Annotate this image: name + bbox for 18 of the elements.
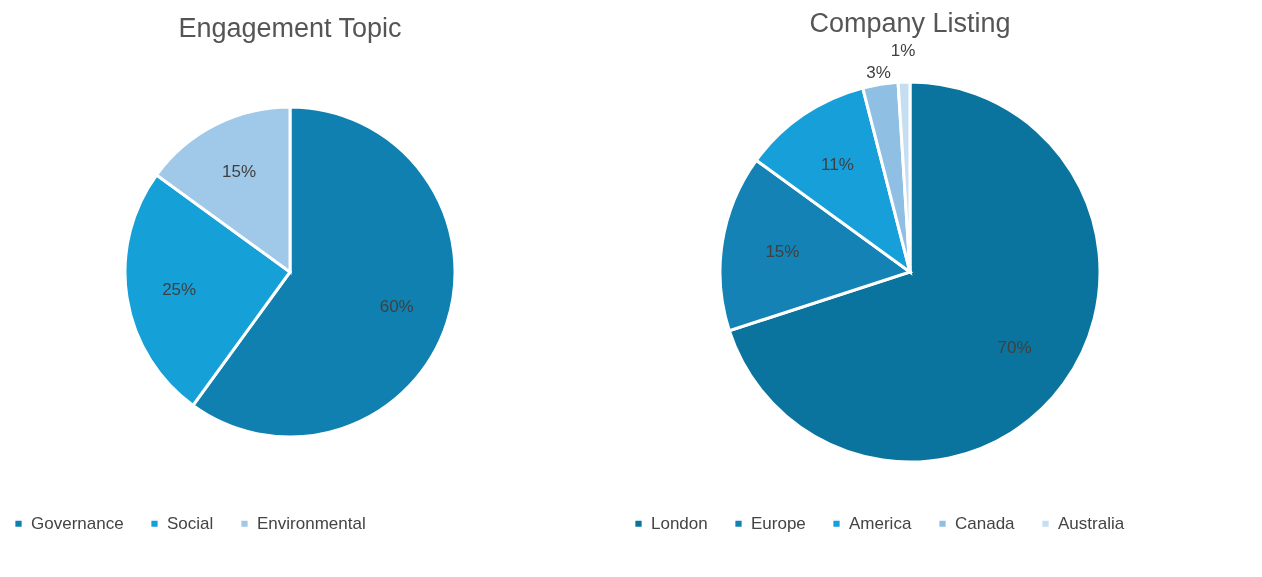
- data-label: 11%: [821, 155, 854, 175]
- data-label: 15%: [222, 162, 257, 182]
- legend-label: Australia: [1058, 513, 1125, 533]
- legend-label: Social: [167, 513, 214, 533]
- data-label: 15%: [765, 241, 800, 261]
- legend-label: Governance: [31, 513, 124, 533]
- data-label: 3%: [866, 63, 891, 83]
- chart-title: Company Listing: [809, 8, 1011, 39]
- legend-label: Europe: [751, 513, 806, 533]
- data-label: 1%: [890, 41, 916, 61]
- chart-title: Engagement Topic: [178, 13, 402, 43]
- legend-label: London: [651, 513, 708, 533]
- legend-label: Canada: [955, 513, 1016, 533]
- data-label: 25%: [162, 279, 197, 299]
- legend-label: America: [849, 513, 912, 533]
- legend-label: Environmental: [257, 513, 366, 533]
- data-label: 60%: [379, 296, 414, 316]
- data-label: 70%: [997, 337, 1032, 357]
